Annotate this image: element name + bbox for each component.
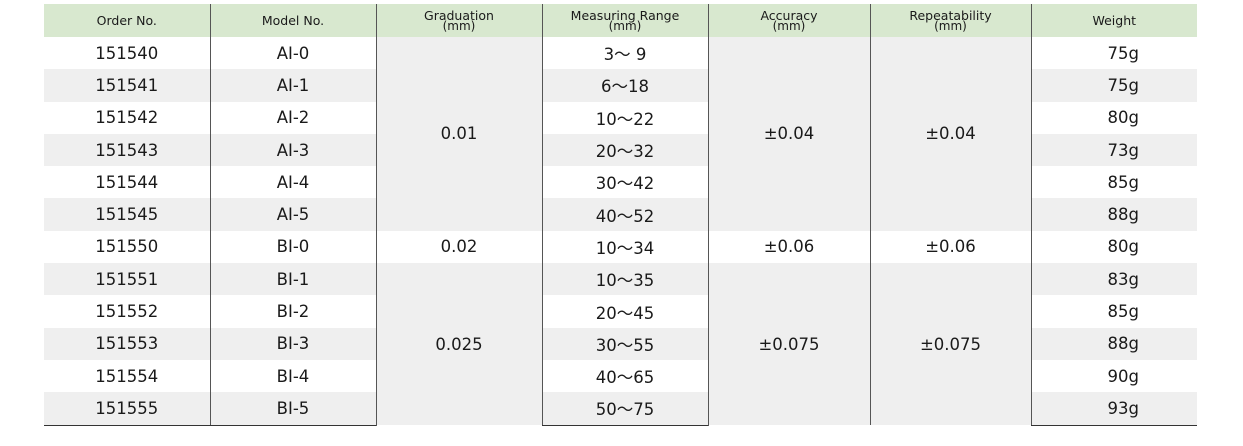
cell-order-no: 151550: [44, 230, 210, 264]
cell-measuring-range: 30～42: [541, 166, 708, 199]
cell-measuring-range: 20～45: [541, 295, 708, 328]
table-row: 151545 AI-5 40～52 88g: [44, 198, 1197, 231]
cell-model-no: AI-4: [209, 166, 376, 199]
cell-weight: 93g: [1030, 392, 1197, 426]
cell-weight: 75g: [1030, 37, 1197, 70]
header-model-no: Model No.: [209, 4, 376, 37]
cell-weight: 85g: [1030, 166, 1197, 199]
cell-accuracy: ±0.04: [707, 37, 870, 231]
cell-order-no: 151542: [44, 101, 210, 134]
cell-model-no: BI-2: [209, 295, 376, 328]
cell-weight: 85g: [1030, 295, 1197, 328]
header-graduation: Graduation (mm): [375, 4, 542, 37]
cell-model-no: BI-0: [209, 230, 376, 264]
cell-order-no: 151540: [44, 37, 210, 70]
cell-order-no: 151555: [44, 392, 210, 426]
header-measuring-range: Measuring Range (mm): [541, 4, 708, 37]
cell-order-no: 151551: [44, 263, 210, 296]
cell-repeatability: ±0.04: [869, 37, 1031, 231]
cell-model-no: AI-2: [209, 101, 376, 134]
table-row: 151541 AI-1 6～18 75g: [44, 69, 1197, 102]
cell-measuring-range: 10～22: [541, 101, 708, 134]
cell-model-no: AI-0: [209, 37, 376, 70]
table-row: 151542 AI-2 10～22 80g: [44, 101, 1197, 134]
cell-model-no: BI-4: [209, 359, 376, 393]
cell-measuring-range: 20～32: [541, 133, 708, 167]
cell-measuring-range: 6～18: [541, 69, 708, 102]
cell-accuracy: ±0.075: [707, 263, 870, 426]
cell-graduation: 0.01: [375, 37, 542, 231]
spec-table: Order No. Model No. Graduation (mm) Measu…: [44, 4, 1197, 426]
cell-model-no: AI-3: [209, 133, 376, 167]
cell-weight: 73g: [1030, 133, 1197, 167]
cell-weight: 88g: [1030, 198, 1197, 231]
table-row: 151555 BI-5 50～75 93g: [44, 392, 1197, 426]
header-order-no: Order No.: [44, 4, 210, 37]
cell-model-no: AI-5: [209, 198, 376, 231]
cell-weight: 80g: [1030, 230, 1197, 264]
cell-measuring-range: 10～34: [541, 230, 708, 264]
cell-repeatability: ±0.075: [869, 263, 1031, 426]
cell-model-no: BI-3: [209, 327, 376, 360]
cell-order-no: 151554: [44, 359, 210, 393]
table-row: 151551 BI-1 0.025 10～35 ±0.075 ±0.075 83…: [44, 263, 1197, 426]
cell-order-no: 151541: [44, 69, 210, 102]
cell-measuring-range: 10～35: [541, 263, 708, 296]
cell-accuracy: ±0.06: [707, 230, 870, 264]
cell-order-no: 151544: [44, 166, 210, 199]
cell-measuring-range: 30～55: [541, 327, 708, 360]
cell-model-no: BI-5: [209, 392, 376, 426]
cell-graduation: 0.025: [375, 263, 542, 426]
cell-measuring-range: 40～52: [541, 198, 708, 231]
cell-model-no: AI-1: [209, 69, 376, 102]
cell-model-no: BI-1: [209, 263, 376, 296]
cell-measuring-range: 50～75: [541, 392, 708, 426]
table-row: 151540 AI-0 0.01 3～ 9 ±0.04 ±0.04 75g: [44, 37, 1197, 231]
table-row: 151544 AI-4 30～42 85g: [44, 166, 1197, 199]
cell-order-no: 151543: [44, 133, 210, 167]
cell-repeatability: ±0.06: [869, 230, 1031, 264]
cell-weight: 83g: [1030, 263, 1197, 296]
cell-order-no: 151553: [44, 327, 210, 360]
cell-weight: 75g: [1030, 69, 1197, 102]
header-repeatability: Repeatability (mm): [869, 4, 1031, 37]
header-accuracy: Accuracy (mm): [707, 4, 870, 37]
header-row: Order No. Model No. Graduation (mm) Measu…: [44, 4, 1197, 37]
table-row: 151550 BI-0 0.02 10～34 ±0.06 ±0.06 80g: [44, 230, 1197, 264]
cell-graduation: 0.02: [375, 230, 542, 264]
cell-weight: 90g: [1030, 359, 1197, 393]
cell-weight: 88g: [1030, 327, 1197, 360]
table-row: 151543 AI-3 20～32 73g: [44, 133, 1197, 167]
cell-measuring-range: 40～65: [541, 359, 708, 393]
cell-order-no: 151552: [44, 295, 210, 328]
table-row: 151553 BI-3 30～55 88g: [44, 327, 1197, 360]
table-row: 151552 BI-2 20～45 85g: [44, 295, 1197, 328]
cell-weight: 80g: [1030, 101, 1197, 134]
table-row: 151554 BI-4 40～65 90g: [44, 359, 1197, 393]
cell-measuring-range: 3～ 9: [541, 37, 708, 70]
header-weight: Weight: [1030, 4, 1197, 37]
cell-order-no: 151545: [44, 198, 210, 231]
